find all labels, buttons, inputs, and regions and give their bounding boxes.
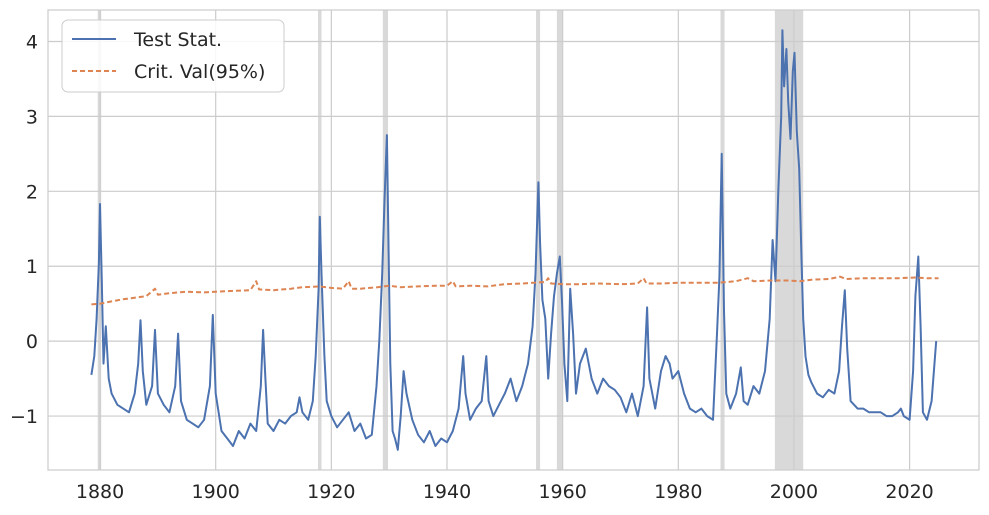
y-tick-label: 1: [26, 256, 38, 278]
x-tick-label: 1900: [192, 481, 240, 503]
x-tick-label: 1920: [307, 481, 355, 503]
legend: Test Stat. Crit. Val(95%): [61, 19, 285, 93]
series-lines: [90, 29, 939, 451]
series-line-0: [90, 29, 938, 451]
series-line-1: [91, 275, 939, 306]
shaded-period-6: [774, 10, 804, 470]
y-tick-label: −1: [10, 406, 38, 428]
x-tick-label: 1940: [423, 481, 471, 503]
x-tick-label: 2000: [770, 481, 818, 503]
plot-frame: [47, 9, 980, 471]
shaded-period-4: [556, 10, 563, 470]
y-axis-ticks: −1 0 1 2 3 4: [10, 31, 38, 428]
x-tick-label: 1980: [654, 481, 702, 503]
y-tick-label: 2: [26, 181, 38, 203]
y-tick-label: 0: [26, 331, 38, 353]
legend-label-crit-val: Crit. Val(95%): [134, 61, 265, 83]
shaded-period-2: [382, 10, 389, 470]
y-tick-label: 3: [26, 106, 38, 128]
x-tick-label: 1880: [76, 481, 124, 503]
shaded-period-3: [536, 10, 541, 470]
x-axis-ticks: 1880 1900 1920 1940 1960 1980 2000 2020: [76, 481, 934, 503]
x-tick-label: 2020: [885, 481, 933, 503]
legend-label-test-stat: Test Stat.: [133, 29, 222, 51]
grid-lines: [48, 10, 979, 470]
y-tick-label: 4: [26, 31, 38, 53]
x-tick-label: 1960: [538, 481, 586, 503]
legend-box: [61, 19, 285, 93]
